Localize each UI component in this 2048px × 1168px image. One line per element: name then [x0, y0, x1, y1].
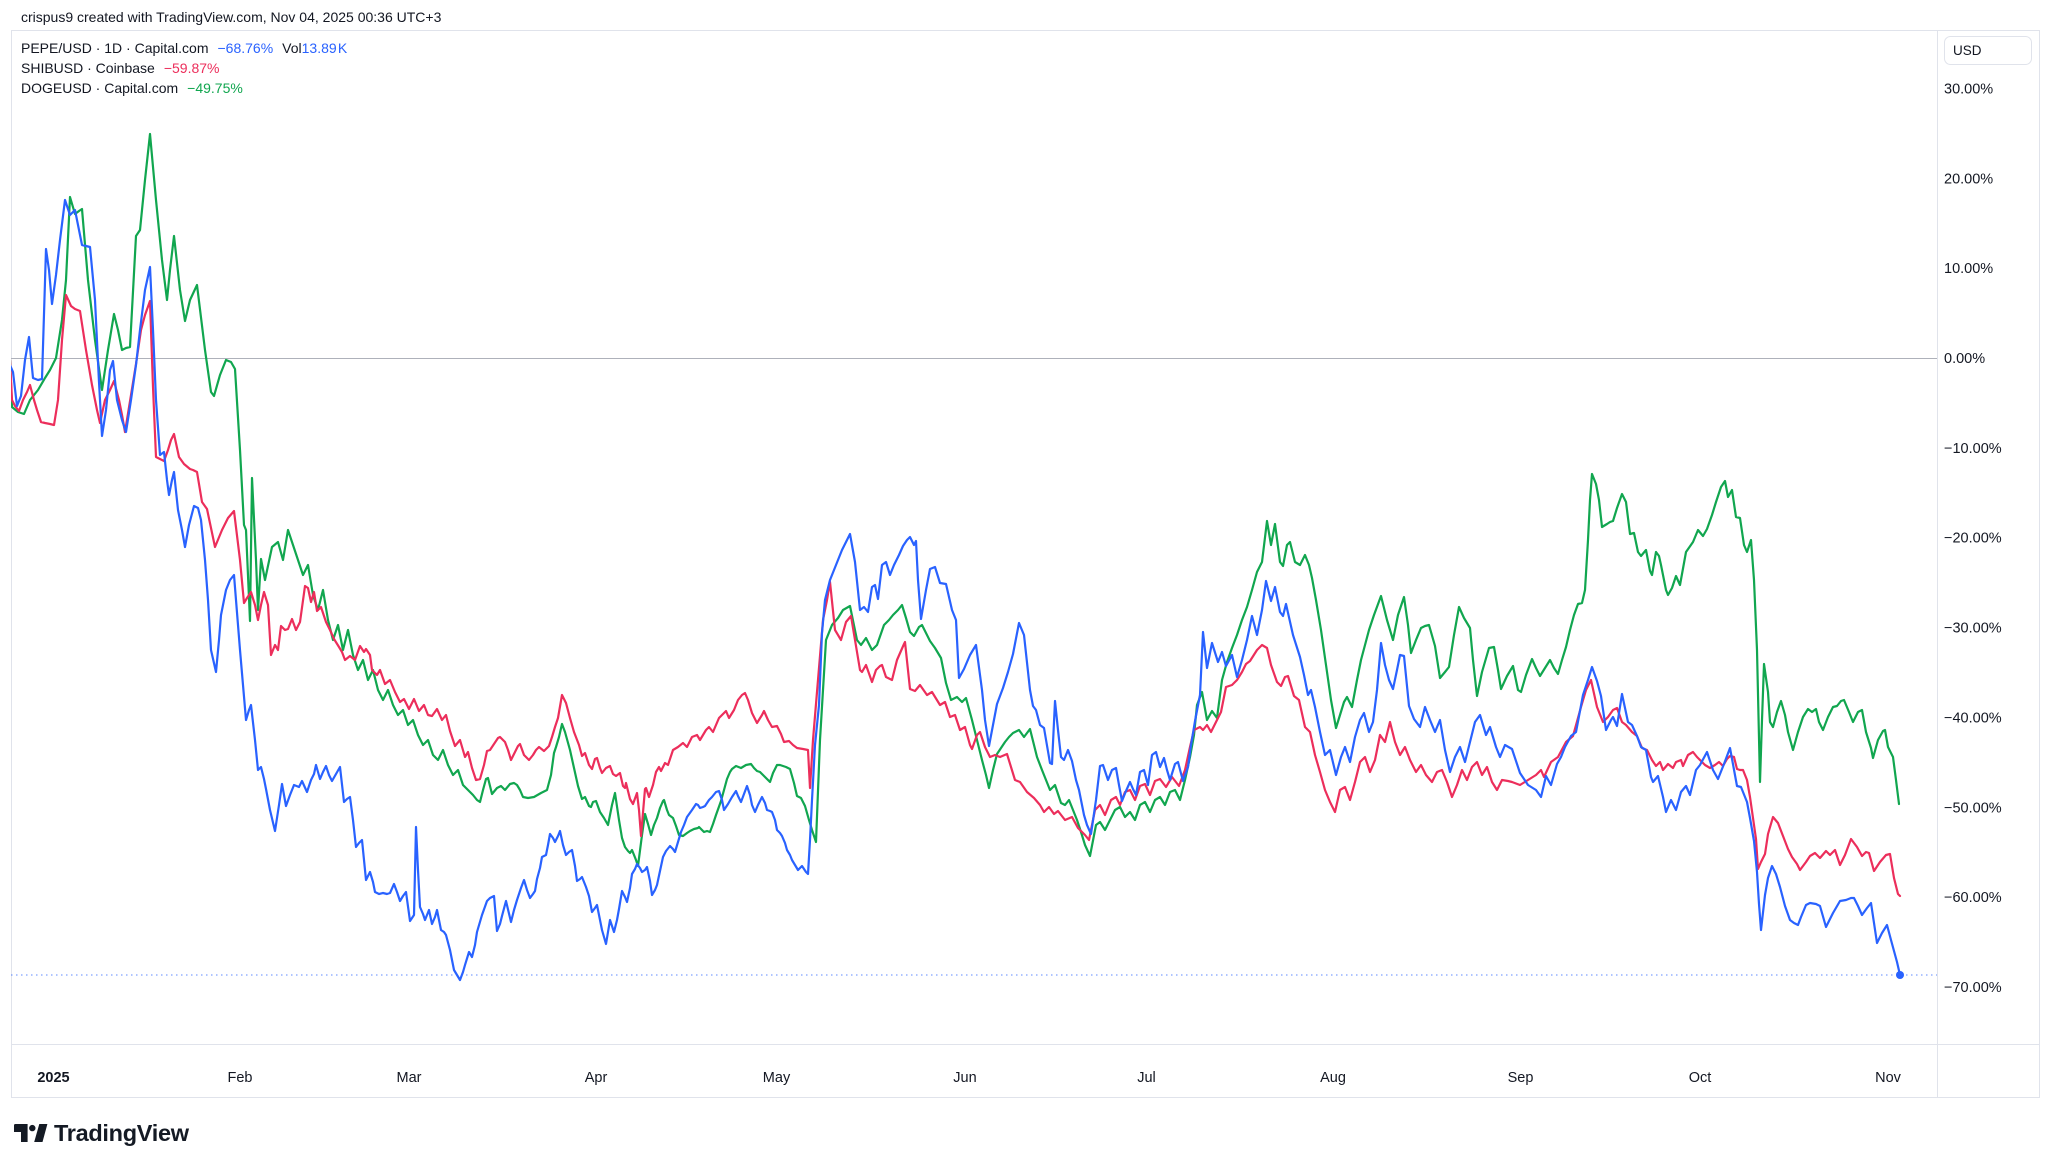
- svg-text:Feb: Feb: [228, 1070, 253, 1086]
- svg-text:Apr: Apr: [585, 1070, 608, 1086]
- svg-text:Mar: Mar: [397, 1070, 422, 1086]
- svg-text:Aug: Aug: [1320, 1070, 1346, 1086]
- svg-text:Nov: Nov: [1875, 1070, 1902, 1086]
- svg-text:−30.00%: −30.00%: [1944, 621, 2002, 637]
- svg-text:Sep: Sep: [1508, 1070, 1534, 1086]
- svg-text:−70.00%: −70.00%: [1944, 980, 2002, 996]
- svg-text:−40.00%: −40.00%: [1944, 710, 2002, 726]
- svg-text:PEPE/USD · 1D · Capital.com−68: PEPE/USD · 1D · Capital.com −68.76% Vol13.…: [21, 40, 348, 56]
- svg-text:Jul: Jul: [1137, 1070, 1156, 1086]
- svg-text:Oct: Oct: [1689, 1070, 1712, 1086]
- svg-text:DOGEUSD · Capital.com−49.75%: DOGEUSD · Capital.com −49.75%: [21, 80, 243, 96]
- svg-text:−50.00%: −50.00%: [1944, 800, 2002, 816]
- svg-text:0.00%: 0.00%: [1944, 351, 1985, 367]
- svg-text:30.00%: 30.00%: [1944, 81, 1993, 97]
- svg-text:SHIBUSD · Coinbase−59.87%: SHIBUSD · Coinbase −59.87%: [21, 60, 220, 76]
- svg-text:crispus9 created with TradingV: crispus9 created with TradingView.com, N…: [21, 9, 442, 25]
- svg-text:USD: USD: [1953, 43, 1982, 58]
- svg-text:10.00%: 10.00%: [1944, 261, 1993, 277]
- svg-text:2025: 2025: [37, 1070, 69, 1086]
- svg-text:Jun: Jun: [953, 1070, 976, 1086]
- svg-text:−10.00%: −10.00%: [1944, 441, 2002, 457]
- svg-text:TradingView: TradingView: [54, 1120, 190, 1146]
- svg-text:May: May: [763, 1070, 791, 1086]
- svg-text:−60.00%: −60.00%: [1944, 890, 2002, 906]
- svg-text:20.00%: 20.00%: [1944, 171, 1993, 187]
- svg-text:−20.00%: −20.00%: [1944, 531, 2002, 547]
